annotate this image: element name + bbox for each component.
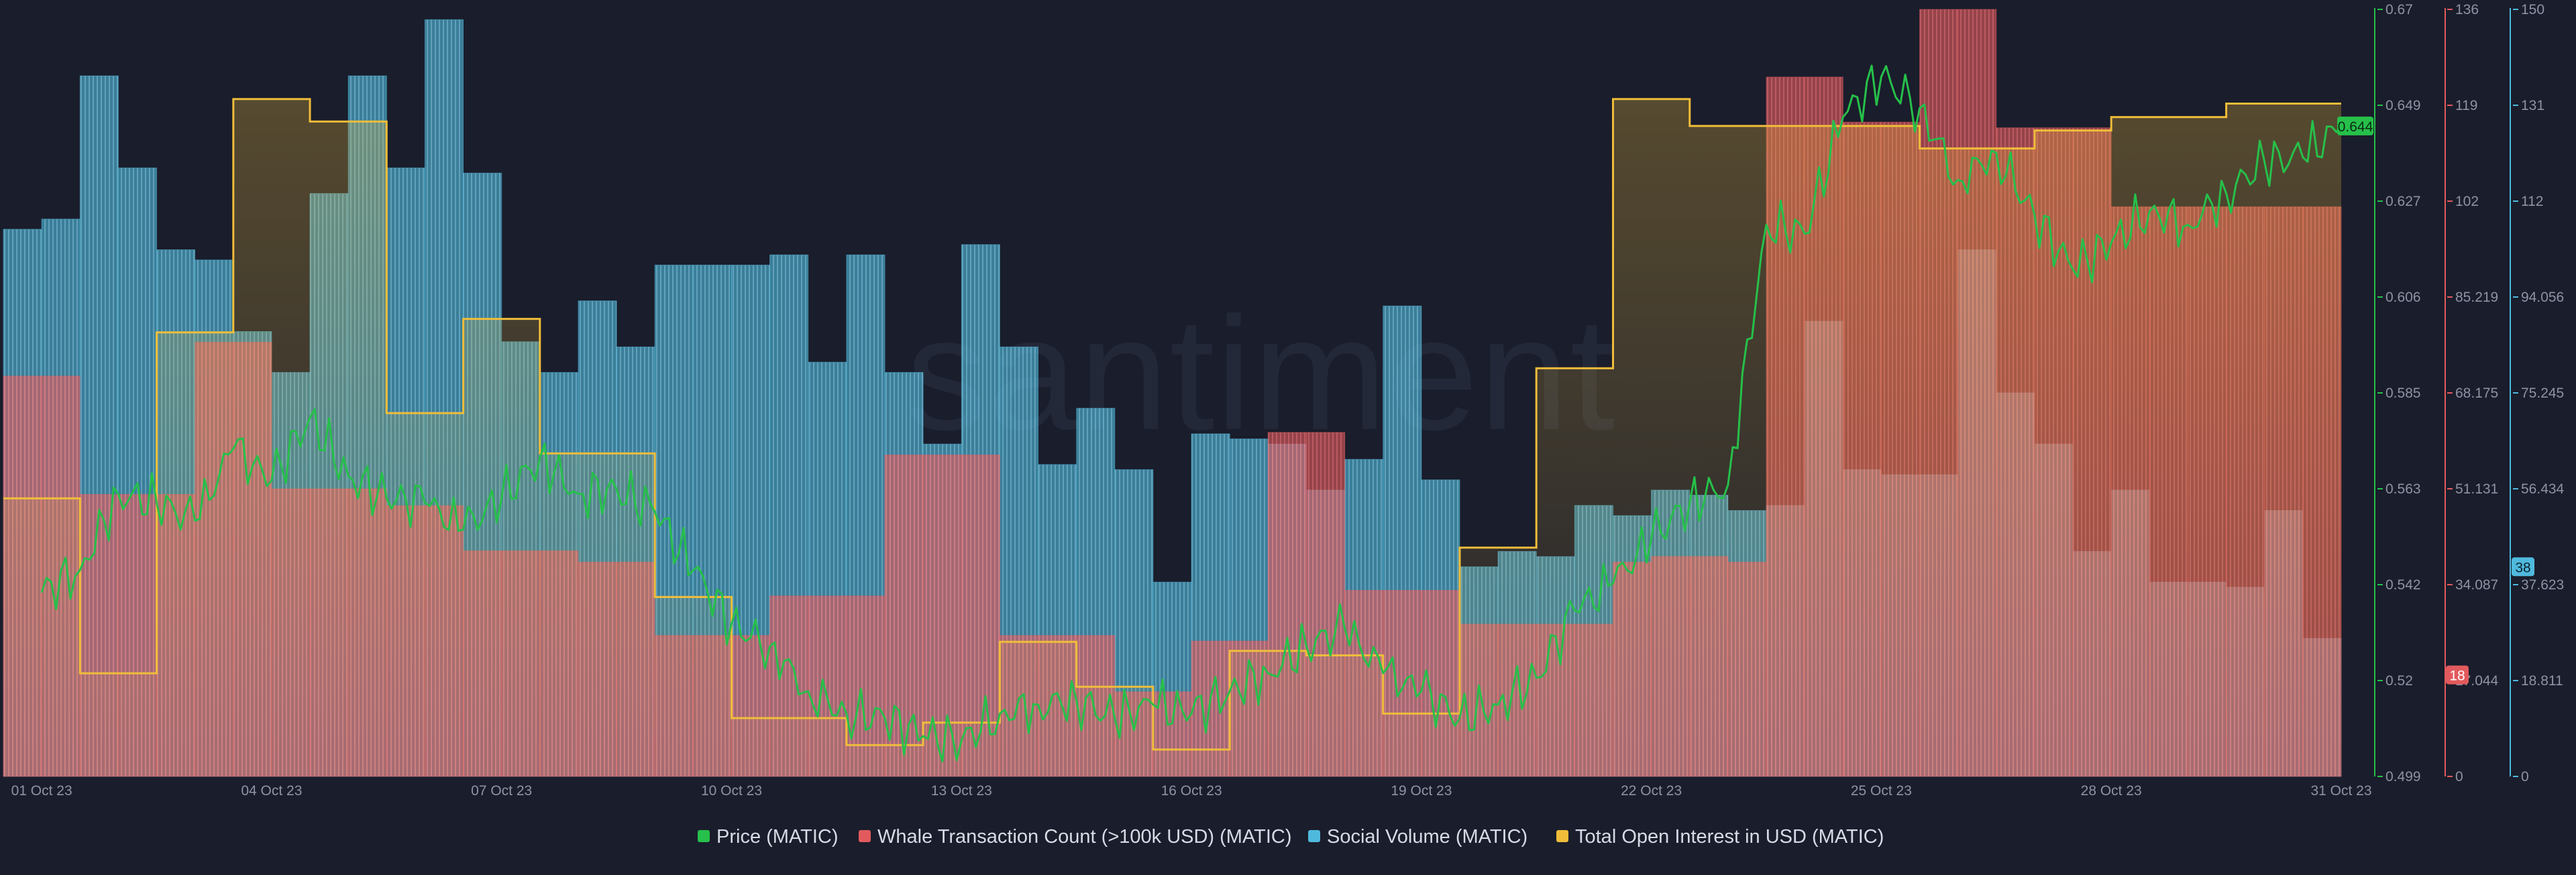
date-axis-tick-label: 07 Oct 23 xyxy=(471,783,532,799)
price-line xyxy=(40,64,2343,763)
price-axis-tick-label: 0.606 xyxy=(2385,290,2421,305)
price-axis-tick-label: 0.52 xyxy=(2385,673,2413,689)
whale-axis-tick-label: 119 xyxy=(2455,98,2477,113)
price-axis-ticks: 0.67 0.649 0.627 0.606 0.585 0.563 0.542 0.52 0.… xyxy=(2377,2,2421,784)
price-axis-tick-label: 0.499 xyxy=(2385,769,2421,784)
date-axis-tick-label: 22 Oct 23 xyxy=(1621,783,1682,799)
social-axis-tick-label: 131 xyxy=(2521,98,2544,113)
date-axis-tick-label: 19 Oct 23 xyxy=(1391,783,1452,799)
current-value-labels: 0.644 18 38 xyxy=(2337,116,2534,685)
whale-current-badge xyxy=(2446,665,2469,685)
whale-axis-tick-label: 136 xyxy=(2455,2,2479,17)
date-axis-tick-label: 25 Oct 23 xyxy=(1851,783,1912,799)
whale-axis-tick-label: 0 xyxy=(2455,769,2463,784)
legend-swatch xyxy=(1556,830,1568,842)
social-axis-tick-label: 150 xyxy=(2521,2,2544,17)
legend-label[interactable]: Total Open Interest in USD (MATIC) xyxy=(1575,826,1884,848)
price-axis-tick-label: 0.627 xyxy=(2385,194,2421,209)
social-axis-tick-label: 18.811 xyxy=(2521,673,2563,689)
open-interest-fill xyxy=(3,99,2341,777)
price-current-value: 0.644 xyxy=(2338,119,2373,135)
price-axis-tick-label: 0.67 xyxy=(2385,2,2413,17)
price-axis-tick-label: 0.649 xyxy=(2385,98,2421,113)
whale-axis-tick-label: 85.219 xyxy=(2455,290,2498,305)
open-interest-area xyxy=(3,98,2341,777)
whale-axis-tick-label: 51.131 xyxy=(2455,481,2498,497)
social-current-badge xyxy=(2512,557,2534,577)
legend-label[interactable]: Whale Transaction Count (>100k USD) (MAT… xyxy=(877,826,1292,848)
legend-swatch xyxy=(859,830,871,842)
legend-label[interactable]: Social Volume (MATIC) xyxy=(1327,826,1527,848)
date-axis-tick-label: 13 Oct 23 xyxy=(931,783,992,799)
whale-axis-tick-label: 68.175 xyxy=(2455,386,2498,401)
legend-label[interactable]: Price (MATIC) xyxy=(716,826,839,848)
price-series-line xyxy=(40,64,2343,763)
social-axis-tick-label: 75.245 xyxy=(2521,386,2564,401)
whale-current-value: 18 xyxy=(2449,668,2465,684)
social-axis-tick-label: 94.056 xyxy=(2521,290,2564,305)
whale-axis-tick-label: 34.087 xyxy=(2455,577,2498,593)
price-axis-tick-label: 0.585 xyxy=(2385,386,2421,401)
social-axis-tick-label: 56.434 xyxy=(2521,481,2565,497)
social-current-value: 38 xyxy=(2515,560,2530,575)
legend-swatch xyxy=(698,830,710,842)
social-axis-tick-label: 37.623 xyxy=(2521,577,2564,593)
social-axis-tick-label: 0 xyxy=(2521,769,2529,784)
price-current-badge xyxy=(2337,116,2373,135)
price-axis-tick-label: 0.563 xyxy=(2385,481,2421,497)
date-axis-ticks: 01 Oct 23 04 Oct 23 07 Oct 23 10 Oct 23 13 O… xyxy=(11,783,2372,799)
date-axis-tick-label: 16 Oct 23 xyxy=(1161,783,1222,799)
date-axis-tick-label: 04 Oct 23 xyxy=(241,783,302,799)
legend: Price (MATIC) Whale Transaction Count (>1… xyxy=(698,826,1884,848)
legend-swatch xyxy=(1308,830,1320,842)
date-axis-tick-label: 01 Oct 23 xyxy=(11,783,72,799)
date-axis-tick-label: 28 Oct 23 xyxy=(2081,783,2142,799)
price-axis-tick-label: 0.542 xyxy=(2385,577,2421,593)
social-axis-tick-label: 112 xyxy=(2521,194,2543,209)
date-axis-tick-label: 10 Oct 23 xyxy=(701,783,762,799)
date-axis-tick-label: 31 Oct 23 xyxy=(2310,783,2371,799)
social-axis-ticks: 150 131 112 94.056 75.245 56.434 37.623 18.811 0 xyxy=(2513,2,2565,784)
open-interest-line xyxy=(3,98,2341,751)
whale-axis-tick-label: 102 xyxy=(2455,194,2479,209)
